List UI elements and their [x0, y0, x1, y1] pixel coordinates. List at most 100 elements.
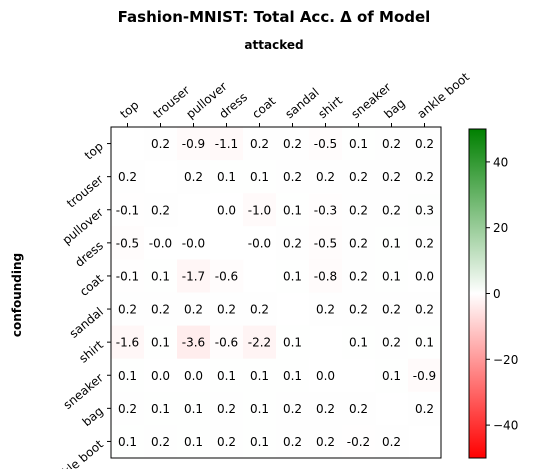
- heatmap-cell: [309, 292, 343, 327]
- y-axis-label: confounding: [10, 253, 24, 337]
- heatmap-cell: [276, 358, 310, 393]
- cell-value-label: 0.1: [118, 369, 137, 383]
- cell-value-label: 0.3: [415, 203, 434, 217]
- heatmap-cell: [375, 193, 409, 227]
- cell-value-label: 0.2: [151, 137, 170, 151]
- heatmap-cell: [144, 358, 178, 393]
- cell-value-label: 0.1: [349, 336, 368, 350]
- heatmap-cell: [342, 127, 376, 161]
- cell-value-label: 0.1: [283, 269, 302, 283]
- cell-value-label: -1.7: [182, 269, 205, 283]
- heatmap-cell: [144, 226, 178, 260]
- heatmap-cell: [243, 292, 277, 327]
- heatmap-cell: [408, 358, 442, 393]
- heatmap-cell: [111, 424, 145, 459]
- heatmap-cell: [375, 259, 409, 293]
- cell-value-label: 0.2: [217, 435, 236, 449]
- heatmap-cell: [309, 424, 343, 459]
- cell-value-label: 0.2: [382, 435, 401, 449]
- cell-value-label: 0.2: [184, 303, 203, 317]
- y-tick-label: bag: [80, 404, 106, 429]
- x-tick-label: trouser: [150, 83, 192, 121]
- heatmap-cell: [375, 424, 409, 459]
- cell-value-label: 0.2: [415, 402, 434, 416]
- heatmap-cell: [309, 226, 343, 260]
- cell-value-label: -0.8: [314, 269, 337, 283]
- cell-value-label: 0.0: [151, 369, 170, 383]
- y-tick-label: sneaker: [61, 371, 106, 412]
- cell-value-label: 0.2: [184, 170, 203, 184]
- heatmap-cell: [177, 424, 211, 459]
- cell-value-label: 0.2: [118, 402, 137, 416]
- heatmap-cell: [342, 391, 376, 426]
- heatmap-cell: [276, 226, 310, 260]
- x-axis-label: attacked: [244, 38, 303, 52]
- cell-value-label: -0.0: [149, 236, 172, 250]
- cell-value-label: 0.2: [349, 303, 368, 317]
- heatmap-cell: [276, 391, 310, 426]
- heatmap-cell: [243, 358, 277, 393]
- cell-value-label: 0.2: [118, 170, 137, 184]
- heatmap-cell: [375, 292, 409, 327]
- cell-value-label: -0.1: [116, 269, 139, 283]
- heatmap-cell: [111, 391, 145, 426]
- heatmap-cells: [111, 127, 442, 459]
- heatmap-cell: [342, 325, 376, 360]
- cell-value-label: 0.0: [184, 369, 203, 383]
- heatmap-cell: [276, 325, 310, 360]
- cell-value-label: 0.2: [415, 170, 434, 184]
- cell-value-label: 0.2: [415, 303, 434, 317]
- heatmap-cell: [111, 259, 145, 293]
- y-tick-label: trouser: [64, 172, 106, 210]
- cell-value-label: 0.2: [118, 303, 137, 317]
- heatmap-cell: [375, 358, 409, 393]
- heatmap-cell: [210, 127, 244, 161]
- heatmap-cell: [309, 193, 343, 227]
- heatmap-cell: [177, 259, 211, 293]
- heatmap-cell: [408, 325, 442, 360]
- heatmap-cell: [177, 292, 211, 327]
- cell-value-label: -0.5: [116, 236, 139, 250]
- heatmap-cell: [276, 127, 310, 161]
- cell-value-label: 0.1: [382, 236, 401, 250]
- cell-value-label: 0.2: [250, 303, 269, 317]
- cell-value-label: 0.1: [250, 369, 269, 383]
- heatmap-cell: [375, 127, 409, 161]
- cell-value-label: 0.1: [283, 336, 302, 350]
- cell-value-label: 0.1: [250, 402, 269, 416]
- cell-value-label: 0.1: [283, 369, 302, 383]
- heatmap-cell: [342, 292, 376, 327]
- heatmap-cell: [210, 424, 244, 459]
- cell-value-label: 0.2: [349, 170, 368, 184]
- heatmap-cell: [342, 226, 376, 260]
- colorbar-tick-label: 0: [493, 287, 501, 301]
- cell-value-label: 0.2: [349, 203, 368, 217]
- heatmap-cell: [276, 193, 310, 227]
- cell-value-label: 0.1: [415, 336, 434, 350]
- cell-value-label: 0.2: [217, 303, 236, 317]
- heatmap-cell: [243, 160, 277, 194]
- x-tick-label: top: [117, 98, 141, 121]
- cell-value-label: 0.1: [118, 435, 137, 449]
- cell-value-label: 0.1: [349, 137, 368, 151]
- colorbar-tick-label: −20: [493, 353, 518, 367]
- heatmap-cell: [177, 358, 211, 393]
- cell-value-label: 0.2: [349, 402, 368, 416]
- heatmap-cell: [144, 325, 178, 360]
- cell-value-label: 0.0: [217, 203, 236, 217]
- cell-value-label: 0.1: [217, 369, 236, 383]
- heatmap-cell: [243, 127, 277, 161]
- heatmap-cell: [243, 325, 277, 360]
- y-tick-label: dress: [72, 238, 106, 269]
- heatmap-cell: [177, 226, 211, 260]
- heatmap-cell: [342, 160, 376, 194]
- colorbar: [468, 128, 487, 459]
- y-tick-labels: toptrouserpulloverdresscoatsandalshirtsn…: [48, 139, 111, 469]
- heatmap-cell: [144, 127, 178, 161]
- heatmap-cell: [144, 391, 178, 426]
- cell-value-label: 0.2: [151, 435, 170, 449]
- heatmap-cell: [177, 127, 211, 161]
- heatmap-cell: [210, 325, 244, 360]
- chart-title: Fashion-MNIST: Total Acc. Δ of Model: [118, 8, 431, 26]
